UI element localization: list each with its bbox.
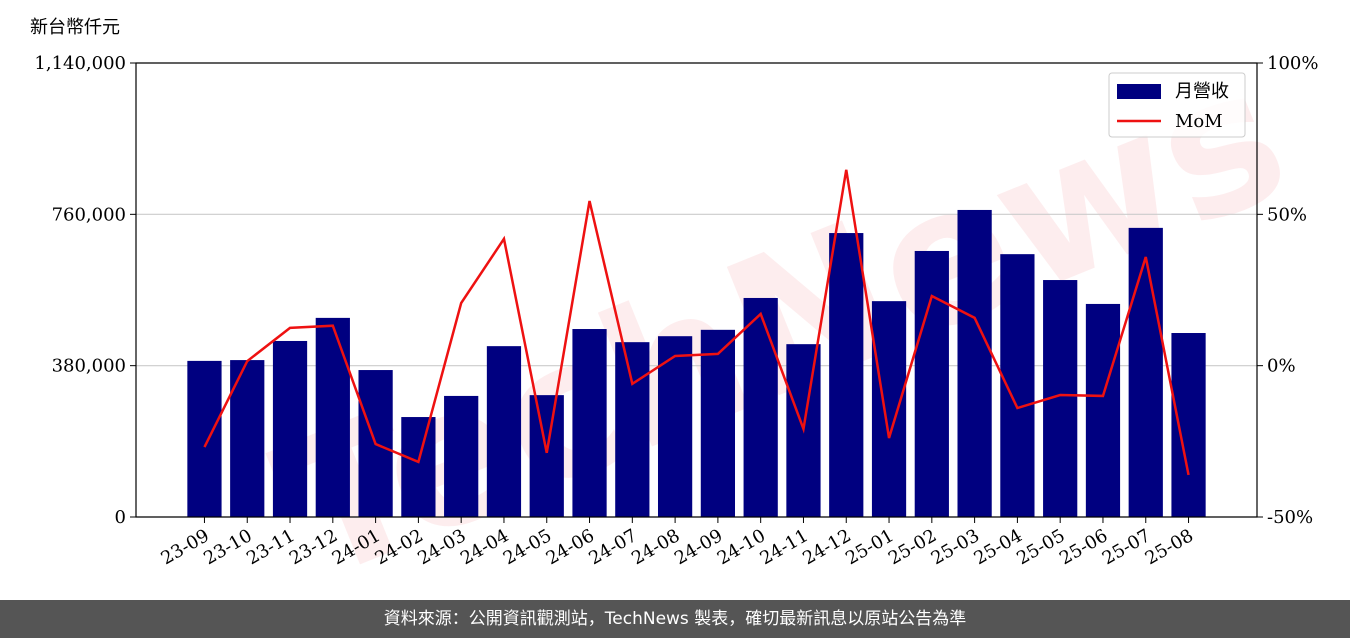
bar [401,417,436,517]
x-tick-label: 25-05 [1013,525,1068,569]
x-tick-label: 23-11 [243,525,298,569]
bar [914,250,949,517]
legend-label: 月營收 [1175,81,1229,102]
y-tick-label: 1,140,000 [34,53,126,74]
bar [1171,333,1206,517]
y-tick-label: 760,000 [52,204,126,225]
bar [871,301,907,517]
bar [486,346,522,517]
x-tick-label: 24-08 [628,525,683,569]
x-tick-label: 25-01 [842,525,897,569]
chart: TechNews 新台幣仟元 0380,000760,0001,140,000-… [30,17,1318,600]
x-tick-label: 23-10 [200,525,255,569]
bar [315,317,350,517]
legend-label: MoM [1175,111,1223,132]
line [203,169,1190,476]
bar [700,329,736,517]
bar [272,340,308,517]
y-tick-label: 0 [115,507,126,528]
y-axis-label: 新台幣仟元 [30,17,120,38]
x-tick-label: 25-06 [1056,525,1111,569]
bar [957,209,992,517]
bar [187,360,222,517]
x-tick-label: 23-09 [158,525,213,569]
bar [829,233,864,517]
bar [615,342,650,517]
y-tick-label: 380,000 [52,356,126,377]
y2-tick-label: 50% [1267,204,1307,225]
x-tick-label: 24-09 [671,525,726,569]
x-tick-label: 25-08 [1142,525,1197,569]
bar [444,395,479,517]
bar [657,336,693,517]
bar [572,329,607,517]
x-tick-label: 24-12 [799,525,854,569]
legend-swatch [1117,84,1161,99]
bar [1085,303,1121,517]
bar [529,395,564,517]
x-tick-label: 25-03 [928,525,983,569]
bar [1128,227,1163,517]
x-tick-label: 24-07 [585,525,640,569]
x-tick-label: 24-11 [757,525,812,569]
x-tick-label: 25-07 [1099,525,1154,569]
y2-tick-label: 0% [1267,356,1296,377]
x-tick-label: 25-04 [970,525,1025,569]
y2-tick-label: -50% [1267,507,1313,528]
footer: 資料來源：公開資訊觀測站，TechNews 製表，確切最新訊息以原站公告為準 [0,600,1350,638]
legend: 月營收 MoM [1108,72,1246,138]
x-tick-label: 24-10 [714,525,769,569]
y2-tick-label: 100% [1267,53,1318,74]
x-tick-label: 25-02 [885,525,940,569]
bar [743,297,778,517]
plot-frame [135,62,1258,518]
